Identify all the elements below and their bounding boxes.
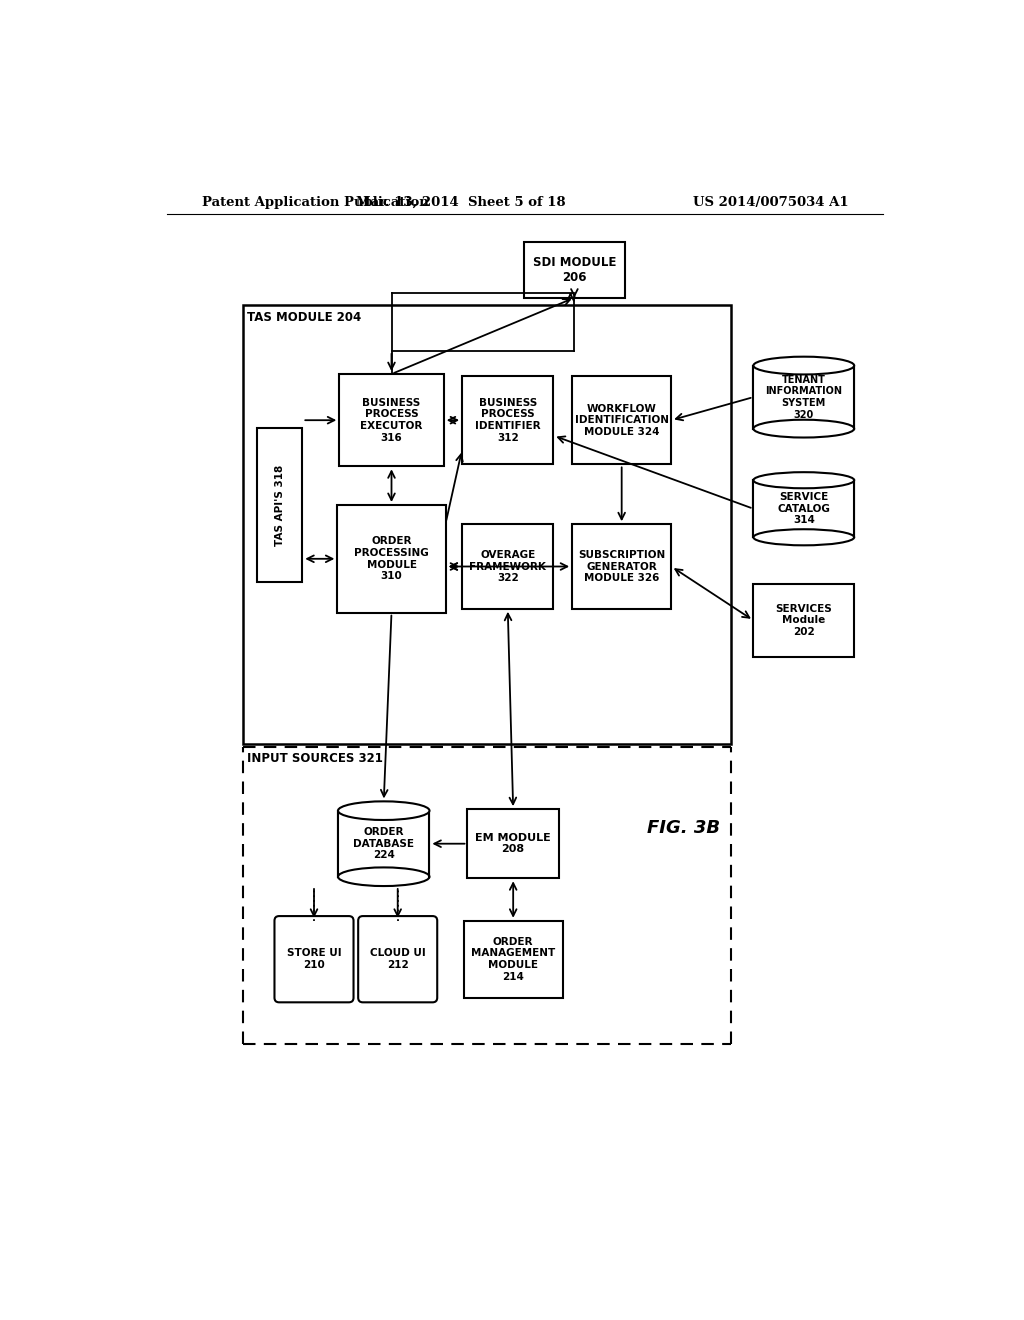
Text: ORDER
DATABASE
224: ORDER DATABASE 224 — [353, 828, 415, 861]
Bar — [572, 524, 672, 609]
Text: FIG. 3B: FIG. 3B — [647, 820, 720, 837]
Ellipse shape — [338, 801, 429, 820]
Text: CLOUD UI
212: CLOUD UI 212 — [370, 948, 426, 970]
FancyBboxPatch shape — [274, 916, 353, 1002]
Text: INPUT SOURCES 321: INPUT SOURCES 321 — [248, 752, 383, 766]
Bar — [257, 428, 302, 582]
Bar — [572, 376, 672, 465]
Text: TAS MODULE 204: TAS MODULE 204 — [248, 312, 361, 323]
Bar — [462, 376, 554, 465]
Text: Mar. 13, 2014  Sheet 5 of 18: Mar. 13, 2014 Sheet 5 of 18 — [356, 195, 566, 209]
Text: ORDER
PROCESSING
MODULE
310: ORDER PROCESSING MODULE 310 — [354, 536, 429, 581]
Ellipse shape — [338, 867, 429, 886]
Ellipse shape — [754, 356, 854, 375]
Text: SERVICES
Module
202: SERVICES Module 202 — [775, 603, 833, 638]
Ellipse shape — [754, 420, 854, 437]
Text: SDI MODULE
206: SDI MODULE 206 — [532, 256, 616, 284]
Text: WORKFLOW
IDENTIFICATION
MODULE 324: WORKFLOW IDENTIFICATION MODULE 324 — [574, 404, 669, 437]
FancyBboxPatch shape — [358, 916, 437, 1002]
Ellipse shape — [754, 473, 854, 488]
Bar — [754, 366, 854, 429]
Text: EM MODULE
208: EM MODULE 208 — [475, 833, 551, 854]
Text: BUSINESS
PROCESS
EXECUTOR
316: BUSINESS PROCESS EXECUTOR 316 — [360, 397, 423, 442]
Bar — [337, 506, 445, 612]
Bar — [524, 243, 625, 298]
Text: SUBSCRIPTION
GENERATOR
MODULE 326: SUBSCRIPTION GENERATOR MODULE 326 — [579, 550, 666, 583]
Bar — [338, 810, 429, 876]
Text: ORDER
MANAGEMENT
MODULE
214: ORDER MANAGEMENT MODULE 214 — [471, 937, 555, 982]
Bar — [754, 583, 854, 657]
Text: TENANT
INFORMATION
SYSTEM
320: TENANT INFORMATION SYSTEM 320 — [765, 375, 843, 420]
Bar — [462, 524, 554, 609]
Text: STORE UI
210: STORE UI 210 — [287, 948, 341, 970]
Text: SERVICE
CATALOG
314: SERVICE CATALOG 314 — [777, 492, 830, 525]
Text: US 2014/0075034 A1: US 2014/0075034 A1 — [693, 195, 849, 209]
Text: TAS API'S 318: TAS API'S 318 — [274, 465, 285, 545]
Bar — [243, 305, 731, 743]
Bar — [464, 921, 563, 998]
Ellipse shape — [754, 529, 854, 545]
Bar — [467, 809, 559, 878]
Bar — [754, 480, 854, 537]
Text: OVERAGE
FRAMEWORK
322: OVERAGE FRAMEWORK 322 — [469, 550, 546, 583]
Text: BUSINESS
PROCESS
IDENTIFIER
312: BUSINESS PROCESS IDENTIFIER 312 — [475, 397, 541, 442]
Text: Patent Application Publication: Patent Application Publication — [202, 195, 428, 209]
Bar — [339, 374, 443, 466]
